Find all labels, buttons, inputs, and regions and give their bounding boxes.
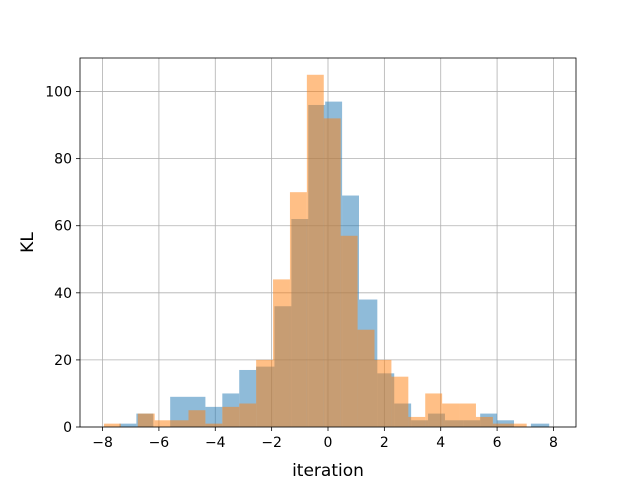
x-tick-label: −4 — [205, 435, 226, 451]
histogram-bar — [205, 406, 223, 427]
histogram-bar — [357, 329, 375, 427]
y-tick-label: 0 — [63, 420, 72, 436]
histogram-bar — [119, 423, 137, 427]
histogram-bar — [530, 423, 550, 427]
histogram-bar — [459, 403, 476, 427]
histogram-bar — [289, 192, 307, 427]
series-1-bars — [103, 74, 527, 427]
histogram-bar — [509, 423, 527, 427]
x-axis-label: iteration — [292, 461, 364, 480]
histogram-bar — [408, 416, 426, 427]
histogram-bar — [205, 423, 223, 427]
histogram-bar — [137, 413, 155, 427]
x-tick-label: 4 — [436, 435, 445, 451]
histogram-bar — [256, 359, 274, 427]
histogram-bar — [391, 376, 409, 427]
x-tick-label: 0 — [324, 435, 333, 451]
histogram-bar — [306, 74, 324, 427]
histogram-bar — [492, 423, 510, 427]
histogram-bar — [222, 406, 240, 427]
x-tick-label: 6 — [493, 435, 502, 451]
x-tick-label: −8 — [92, 435, 113, 451]
y-tick-label: 100 — [45, 85, 72, 101]
histogram-bar — [188, 410, 206, 427]
y-tick-label: 80 — [54, 152, 72, 168]
x-tick-label: −6 — [149, 435, 170, 451]
y-axis-label: KL — [18, 232, 38, 253]
histogram-bar — [171, 420, 189, 427]
histogram-bar — [170, 396, 189, 427]
x-tick-label: 8 — [549, 435, 558, 451]
y-tick-label: 20 — [54, 353, 72, 369]
histogram-bar — [475, 416, 493, 427]
histogram-bar — [442, 403, 460, 427]
histogram-bar — [239, 403, 257, 427]
y-tick-label: 60 — [54, 219, 72, 235]
x-tick-label: 2 — [380, 435, 389, 451]
histogram-bar — [273, 279, 290, 427]
x-tick-label: −2 — [261, 435, 282, 451]
x-axis: −8 −6 −4 −2 0 2 4 6 8 — [92, 427, 558, 451]
y-axis: 0 20 40 60 80 100 — [45, 85, 80, 436]
histogram-bar — [103, 423, 121, 427]
histogram-bar — [323, 118, 341, 427]
y-tick-label: 40 — [54, 286, 72, 302]
histogram-bar — [374, 359, 392, 427]
histogram-bar — [154, 420, 172, 427]
histogram-bar — [340, 235, 358, 427]
histogram-bar — [425, 393, 443, 427]
bars — [103, 74, 550, 428]
